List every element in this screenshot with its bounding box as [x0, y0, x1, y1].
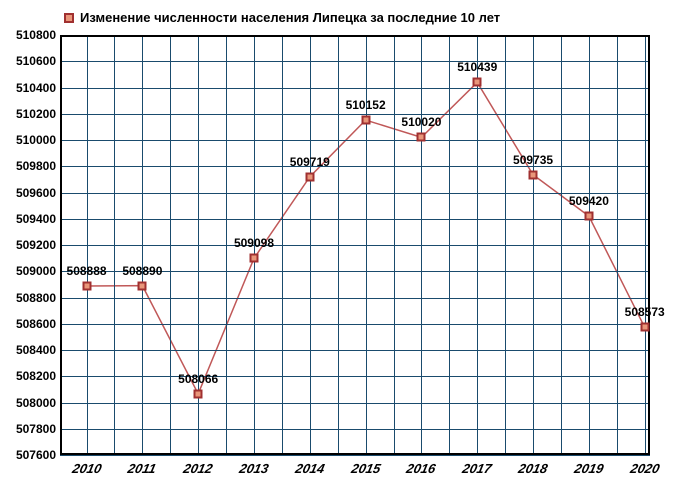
chart-container: Изменение численности населения Липецка … [0, 0, 680, 500]
gridline-vertical [533, 35, 534, 455]
y-axis-tick-label: 508600 [16, 317, 56, 331]
plot-border [648, 35, 650, 455]
gridline-vertical [421, 35, 422, 455]
plot-border [60, 35, 650, 37]
gridline-vertical [589, 35, 590, 455]
gridline-vertical-minor [226, 35, 227, 455]
data-point-label: 508573 [625, 305, 665, 319]
x-axis-tick-label: 2010 [70, 461, 102, 476]
plot-border [60, 35, 62, 455]
x-axis-tick-label: 2018 [517, 461, 549, 476]
data-point-label: 509735 [513, 153, 553, 167]
legend-marker-icon [64, 13, 74, 23]
y-axis-tick-label: 508400 [16, 343, 56, 357]
data-point-marker [361, 116, 370, 125]
y-axis-tick-label: 510200 [16, 107, 56, 121]
y-axis-tick-label: 510000 [16, 133, 56, 147]
x-axis-tick-label: 2015 [350, 461, 382, 476]
gridline-vertical [310, 35, 311, 455]
y-axis-tick-label: 510600 [16, 54, 56, 68]
y-axis-tick-label: 509400 [16, 212, 56, 226]
data-point-marker [473, 78, 482, 87]
y-axis-tick-label: 509200 [16, 238, 56, 252]
gridline-vertical-minor [561, 35, 562, 455]
plot-border [60, 453, 650, 455]
data-point-marker [417, 133, 426, 142]
gridline-vertical [87, 35, 88, 455]
data-point-label: 510152 [346, 98, 386, 112]
x-axis-tick-label: 2012 [182, 461, 214, 476]
gridline-vertical-minor [282, 35, 283, 455]
gridline-vertical-minor [338, 35, 339, 455]
data-point-label: 509719 [290, 155, 330, 169]
data-point-marker [584, 212, 593, 221]
y-axis-tick-label: 507600 [16, 448, 56, 462]
y-axis-tick-label: 508800 [16, 291, 56, 305]
data-point-label: 508890 [122, 264, 162, 278]
gridline-vertical [477, 35, 478, 455]
gridline-vertical-minor [114, 35, 115, 455]
data-point-label: 508888 [67, 264, 107, 278]
y-axis-tick-label: 509800 [16, 159, 56, 173]
x-axis-tick-label: 2019 [573, 461, 605, 476]
gridline-vertical-minor [449, 35, 450, 455]
data-point-label: 510020 [401, 115, 441, 129]
x-axis-tick-label: 2013 [238, 461, 270, 476]
gridline-vertical [142, 35, 143, 455]
legend: Изменение численности населения Липецка … [64, 10, 500, 25]
data-point-marker [640, 323, 649, 332]
data-point-marker [305, 172, 314, 181]
data-point-label: 509420 [569, 194, 609, 208]
gridline-horizontal [60, 455, 650, 456]
y-axis-tick-label: 510800 [16, 28, 56, 42]
x-axis-tick-label: 2016 [405, 461, 437, 476]
y-axis-tick-label: 508000 [16, 396, 56, 410]
data-point-marker [82, 281, 91, 290]
data-point-label: 510439 [457, 60, 497, 74]
y-axis-tick-label: 508200 [16, 369, 56, 383]
plot-area: 5076005078005080005082005084005086005088… [60, 35, 650, 455]
data-point-marker [249, 254, 258, 263]
gridline-vertical-minor [505, 35, 506, 455]
data-point-marker [194, 389, 203, 398]
data-point-marker [138, 281, 147, 290]
legend-label: Изменение численности населения Липецка … [80, 10, 500, 25]
x-axis-tick-label: 2017 [461, 461, 493, 476]
gridline-vertical-minor [617, 35, 618, 455]
data-point-label: 509098 [234, 236, 274, 250]
y-axis-tick-label: 509000 [16, 264, 56, 278]
data-point-marker [529, 170, 538, 179]
x-axis-tick-label: 2011 [127, 461, 158, 476]
y-axis-tick-label: 507800 [16, 422, 56, 436]
y-axis-tick-label: 509600 [16, 186, 56, 200]
x-axis-tick-label: 2014 [294, 461, 326, 476]
data-point-label: 508066 [178, 372, 218, 386]
x-axis-tick-label: 2020 [629, 461, 661, 476]
gridline-vertical [645, 35, 646, 455]
gridline-vertical-minor [394, 35, 395, 455]
y-axis-tick-label: 510400 [16, 81, 56, 95]
gridline-vertical-minor [170, 35, 171, 455]
